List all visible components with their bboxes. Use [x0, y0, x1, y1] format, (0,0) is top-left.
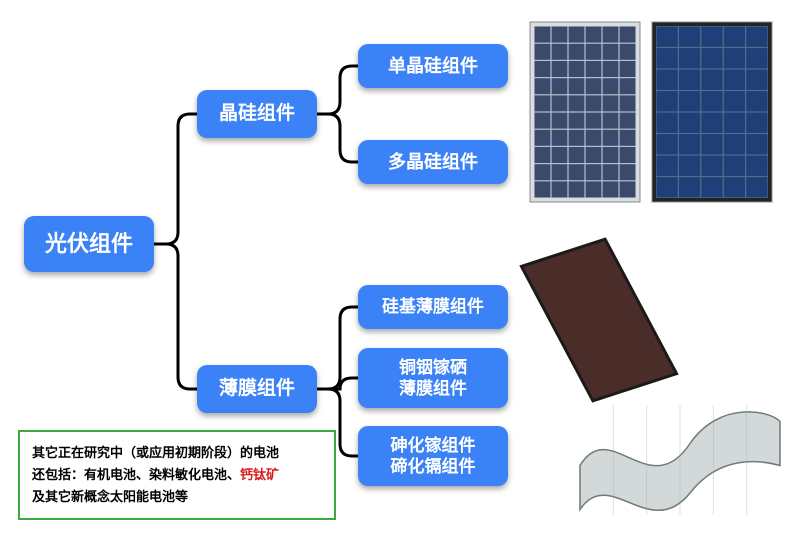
panel-illustrations: [0, 0, 800, 560]
